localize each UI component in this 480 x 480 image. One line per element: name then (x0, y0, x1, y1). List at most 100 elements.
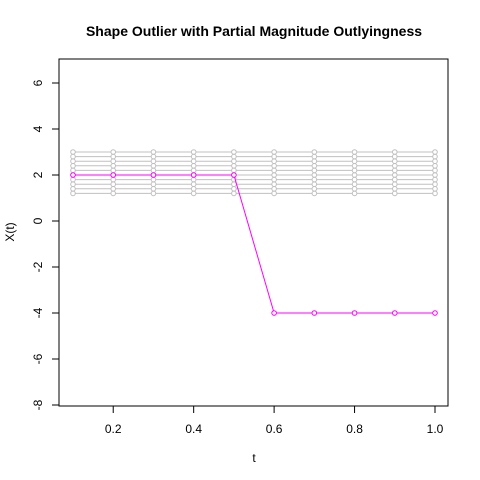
background-point (392, 182, 397, 187)
y-axis: -8 -6 -4 -2 0 2 4 6 (31, 79, 59, 410)
background-point (352, 173, 357, 178)
x-tick-label: 0.8 (346, 422, 363, 436)
background-point (312, 159, 317, 164)
background-point (312, 154, 317, 159)
outlier-point (433, 311, 438, 316)
y-tick-label: -4 (31, 307, 45, 318)
background-point (312, 191, 317, 196)
background-point (352, 164, 357, 169)
background-point (232, 182, 237, 187)
y-tick-label: -8 (31, 399, 45, 410)
outlier-point (111, 173, 116, 178)
background-point (71, 182, 76, 187)
background-point (272, 173, 277, 178)
background-point (232, 187, 237, 192)
y-tick-label: -6 (31, 353, 45, 364)
background-point (312, 168, 317, 173)
background-point (151, 187, 156, 192)
background-point (191, 159, 196, 164)
background-point (232, 168, 237, 173)
background-point (433, 164, 438, 169)
background-point (433, 182, 438, 187)
background-point (232, 150, 237, 155)
background-point (71, 159, 76, 164)
background-point (352, 191, 357, 196)
background-point (433, 191, 438, 196)
x-axis: 0.2 0.4 0.6 0.8 1.0 (105, 406, 444, 436)
background-point (392, 154, 397, 159)
background-point (71, 168, 76, 173)
background-point (111, 187, 116, 192)
background-point (433, 173, 438, 178)
outlier-point (312, 311, 317, 316)
background-point (232, 164, 237, 169)
background-point (433, 154, 438, 159)
background-point (191, 168, 196, 173)
background-point (111, 150, 116, 155)
background-point (352, 159, 357, 164)
background-curve (71, 159, 438, 164)
background-point (71, 187, 76, 192)
background-point (191, 187, 196, 192)
outlier-point (272, 311, 277, 316)
y-tick-label: -2 (31, 261, 45, 272)
background-point (312, 150, 317, 155)
background-point (151, 177, 156, 182)
background-point (111, 177, 116, 182)
background-point (151, 154, 156, 159)
background-point (71, 191, 76, 196)
x-tick-label: 0.2 (105, 422, 122, 436)
background-point (433, 187, 438, 192)
background-point (111, 159, 116, 164)
background-point (151, 182, 156, 187)
y-tick-label: 0 (31, 217, 45, 224)
background-point (71, 177, 76, 182)
outlier-curve (71, 173, 438, 316)
outlier-line (73, 175, 435, 313)
background-point (71, 164, 76, 169)
outlier-point (151, 173, 156, 178)
background-point (191, 191, 196, 196)
background-point (272, 191, 277, 196)
background-point (312, 177, 317, 182)
background-point (272, 168, 277, 173)
background-point (272, 164, 277, 169)
background-curves (71, 150, 438, 196)
background-point (111, 168, 116, 173)
x-tick-label: 0.4 (185, 422, 202, 436)
background-point (191, 182, 196, 187)
background-point (111, 182, 116, 187)
outlier-point (71, 173, 76, 178)
background-point (151, 150, 156, 155)
background-curve (71, 168, 438, 173)
background-curve (71, 191, 438, 196)
x-tick-label: 1.0 (427, 422, 444, 436)
background-point (392, 191, 397, 196)
background-point (392, 164, 397, 169)
background-point (352, 187, 357, 192)
y-axis-label: X(t) (3, 222, 17, 241)
background-point (392, 159, 397, 164)
background-point (272, 150, 277, 155)
background-point (111, 191, 116, 196)
background-point (232, 191, 237, 196)
outlier-point (232, 173, 237, 178)
background-point (232, 159, 237, 164)
x-tick-label: 0.6 (266, 422, 283, 436)
background-point (151, 168, 156, 173)
background-point (392, 177, 397, 182)
background-point (191, 150, 196, 155)
background-point (272, 154, 277, 159)
outlier-point (352, 311, 357, 316)
background-point (272, 182, 277, 187)
background-point (312, 187, 317, 192)
y-tick-label: 4 (31, 125, 45, 132)
background-point (433, 150, 438, 155)
background-curve (71, 182, 438, 187)
x-axis-label: t (252, 451, 256, 465)
background-point (352, 177, 357, 182)
background-point (352, 150, 357, 155)
background-point (151, 164, 156, 169)
background-point (392, 173, 397, 178)
background-point (352, 182, 357, 187)
